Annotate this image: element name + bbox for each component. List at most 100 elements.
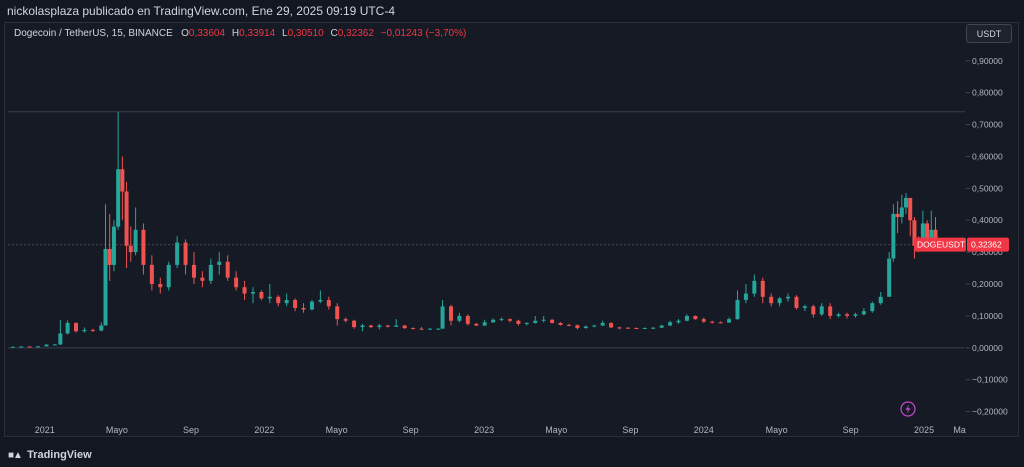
currency-button[interactable]: USDT	[966, 24, 1012, 43]
candle-body	[440, 306, 445, 329]
y-tick-label: 0,70000	[972, 120, 1003, 130]
candle-body	[482, 322, 487, 326]
candle-body	[541, 319, 546, 321]
candle-body	[701, 319, 706, 322]
candle-body	[676, 320, 681, 323]
lightning-icon[interactable]	[900, 401, 916, 417]
candle-body	[427, 328, 432, 330]
candle-body	[908, 197, 913, 221]
candle-body	[887, 258, 892, 297]
x-tick-label: Sep	[183, 425, 199, 435]
candle-body	[175, 242, 180, 265]
x-tick-label: 2023	[474, 425, 494, 435]
candle-body	[743, 293, 748, 300]
candle-body	[899, 207, 904, 218]
candle-body	[558, 322, 563, 325]
high-value: 0,33914	[239, 28, 276, 39]
candle-body	[352, 320, 357, 328]
candle-body	[217, 261, 222, 265]
y-tick-label: −0,10000	[972, 375, 1008, 385]
candle-body	[794, 296, 799, 308]
x-tick-label: Mayo	[766, 425, 788, 435]
candle-body	[82, 329, 87, 332]
y-tick-label: −0,20000	[972, 407, 1008, 417]
price-tag-price: 0,32362	[971, 240, 1002, 250]
candle-body	[925, 223, 930, 240]
candle-body	[592, 325, 597, 327]
candle-body	[634, 328, 639, 330]
candle-body	[183, 242, 188, 265]
x-tick-label: Ma	[953, 425, 966, 435]
candle-body	[625, 327, 630, 329]
candle-body	[735, 299, 740, 320]
candle-body	[90, 329, 95, 331]
candle-body	[895, 213, 900, 218]
open-label: O	[181, 28, 189, 39]
candle-body	[465, 315, 470, 324]
x-tick-label: 2022	[254, 425, 274, 435]
tradingview-brand[interactable]: ■▲ TradingView	[8, 448, 92, 463]
time-axis[interactable]: 2021 Mayo Sep 2022 Mayo Sep 2023 Mayo Sep 2024 May…	[35, 425, 966, 435]
candle-body	[583, 326, 588, 329]
candle-body	[575, 325, 580, 329]
candle-body	[58, 333, 63, 345]
candle-body	[293, 299, 298, 308]
y-tick-label: 0,20000	[972, 279, 1003, 289]
candle-body	[141, 229, 146, 265]
close-label: C	[330, 28, 338, 39]
candle-body	[609, 322, 614, 328]
candle-body	[259, 292, 264, 299]
candle-body	[828, 306, 833, 316]
high-label: H	[231, 28, 240, 39]
candle-body	[642, 328, 647, 330]
candle-body	[870, 303, 875, 312]
x-tick-label: Mayo	[545, 425, 567, 435]
x-tick-label: Sep	[403, 425, 419, 435]
y-tick-label: 0,50000	[972, 183, 1003, 193]
candle-body	[234, 277, 239, 288]
y-tick-label: 0,60000	[972, 151, 1003, 161]
low-label: L	[282, 28, 288, 39]
candle-body	[10, 346, 15, 348]
candle-body	[394, 325, 399, 327]
candle-body	[474, 323, 479, 326]
close-value: 0,32362	[337, 28, 374, 39]
low-value: 0,30510	[287, 28, 324, 39]
candle-body	[284, 299, 289, 304]
price-axis[interactable]: 0,90000 0,80000 0,70000 0,60000 0,50000 0,400…	[966, 56, 1008, 417]
open-value: 0,33604	[188, 28, 226, 39]
candle-body	[36, 346, 41, 348]
candles-layer	[10, 111, 942, 348]
candle-body	[853, 314, 858, 316]
candle-body	[448, 306, 453, 321]
candle-body	[377, 325, 382, 328]
candle-body	[457, 315, 462, 321]
x-tick-label: 2025	[914, 425, 934, 435]
candle-body	[326, 299, 331, 307]
candle-body	[550, 319, 555, 323]
candle-body	[933, 229, 938, 241]
candle-body	[242, 287, 247, 294]
candle-body	[836, 314, 841, 316]
candle-body	[343, 319, 348, 321]
candle-body	[74, 322, 79, 332]
candle-body	[904, 197, 909, 208]
candle-body	[107, 248, 112, 265]
candle-body	[912, 220, 917, 246]
candle-body	[166, 264, 171, 288]
candle-body	[335, 306, 340, 320]
footer	[0, 444, 1024, 467]
candle-body	[499, 319, 504, 321]
candle-body	[103, 248, 108, 326]
chart-panel[interactable]	[4, 22, 1019, 437]
price-tag-symbol-bg	[914, 237, 966, 252]
candle-body	[267, 296, 272, 299]
candle-body	[760, 280, 765, 297]
candle-body	[309, 301, 314, 310]
change-value: −0,01243 (−3,70%)	[380, 28, 467, 39]
candle-body	[786, 296, 791, 299]
candle-body	[111, 226, 116, 265]
candle-body	[27, 346, 32, 348]
candle-body	[891, 213, 896, 259]
